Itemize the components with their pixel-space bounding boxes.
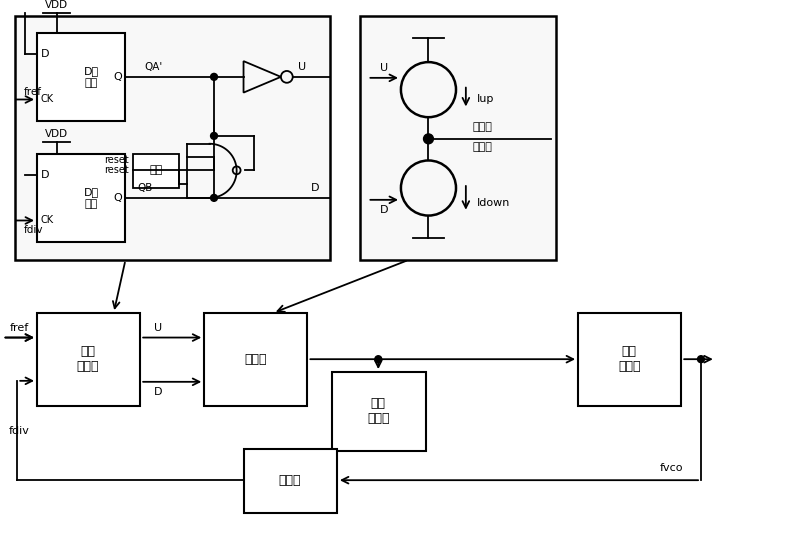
Bar bbox=[37, 154, 126, 242]
Text: fref: fref bbox=[10, 323, 29, 333]
Bar bbox=[332, 372, 426, 451]
Text: 压控
振荡器: 压控 振荡器 bbox=[618, 345, 640, 373]
Text: U: U bbox=[298, 62, 306, 72]
Bar bbox=[134, 154, 178, 188]
Circle shape bbox=[210, 132, 218, 139]
Text: 鉴相
鉴频器: 鉴相 鉴频器 bbox=[77, 345, 99, 373]
Bar bbox=[204, 313, 307, 406]
Text: fdiv: fdiv bbox=[9, 426, 30, 436]
Text: 去环路: 去环路 bbox=[473, 122, 493, 132]
Bar bbox=[37, 313, 140, 406]
Text: reset: reset bbox=[104, 155, 129, 166]
Text: reset: reset bbox=[104, 166, 129, 175]
Text: 分频器: 分频器 bbox=[278, 474, 301, 486]
Text: U: U bbox=[380, 63, 388, 73]
Text: 滤波器: 滤波器 bbox=[473, 142, 493, 152]
Text: fdiv: fdiv bbox=[23, 225, 42, 235]
Circle shape bbox=[423, 134, 434, 144]
Text: D触
发器: D触 发器 bbox=[83, 187, 98, 209]
Bar bbox=[15, 16, 330, 260]
Text: 环路
滤波器: 环路 滤波器 bbox=[367, 397, 390, 425]
Text: VDD: VDD bbox=[45, 0, 68, 10]
Bar bbox=[360, 16, 556, 260]
Text: Q: Q bbox=[114, 72, 122, 82]
Bar bbox=[578, 313, 682, 406]
Text: Q: Q bbox=[114, 193, 122, 203]
Text: D: D bbox=[41, 49, 49, 59]
Text: VDD: VDD bbox=[45, 129, 68, 139]
Text: 延时: 延时 bbox=[150, 166, 162, 175]
Text: CK: CK bbox=[40, 216, 54, 225]
Text: QB: QB bbox=[138, 183, 153, 193]
Text: fvco: fvco bbox=[660, 464, 683, 473]
Text: Idown: Idown bbox=[477, 198, 510, 208]
Text: CK: CK bbox=[40, 95, 54, 105]
Circle shape bbox=[375, 356, 382, 363]
Text: U: U bbox=[154, 323, 162, 333]
Text: D: D bbox=[311, 183, 319, 193]
Circle shape bbox=[210, 73, 218, 80]
Text: 电荷泵: 电荷泵 bbox=[244, 352, 266, 366]
Text: D: D bbox=[154, 387, 162, 397]
Text: D: D bbox=[380, 205, 389, 215]
Text: QA': QA' bbox=[144, 62, 162, 72]
Text: fref: fref bbox=[24, 87, 42, 97]
Text: Iup: Iup bbox=[477, 95, 494, 105]
Bar bbox=[243, 449, 337, 513]
Text: D: D bbox=[41, 170, 49, 180]
Circle shape bbox=[698, 356, 704, 363]
Circle shape bbox=[210, 194, 218, 201]
Text: D触
发器: D触 发器 bbox=[83, 66, 98, 88]
Bar bbox=[37, 33, 126, 121]
